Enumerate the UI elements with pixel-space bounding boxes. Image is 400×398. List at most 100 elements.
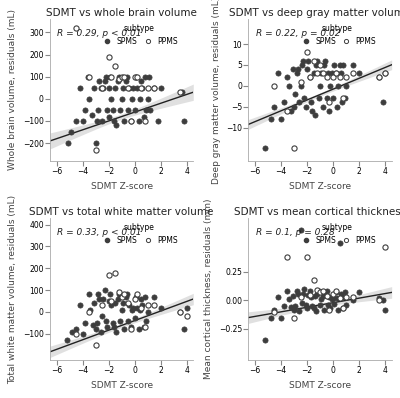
Point <box>382 244 388 250</box>
Point <box>328 70 335 76</box>
Point <box>128 326 134 332</box>
Point <box>321 62 327 68</box>
Point <box>334 103 340 110</box>
Point <box>342 95 348 101</box>
Point <box>309 303 316 309</box>
Point <box>321 306 327 313</box>
Point <box>323 288 330 295</box>
Point <box>290 66 296 72</box>
Point <box>356 289 362 296</box>
Point <box>151 302 157 308</box>
X-axis label: SDMT Z-score: SDMT Z-score <box>289 380 351 390</box>
Point <box>330 95 336 101</box>
Point <box>181 118 187 124</box>
Point <box>134 304 140 311</box>
Point <box>301 95 308 101</box>
Point <box>314 58 321 64</box>
Point <box>296 308 302 314</box>
Point <box>65 140 72 146</box>
Point <box>328 296 335 302</box>
Point <box>118 293 125 300</box>
Point <box>350 297 356 304</box>
Text: R = 0.1, p = 0.28: R = 0.1, p = 0.28 <box>256 228 334 237</box>
Point <box>336 62 343 68</box>
Point <box>382 70 388 76</box>
Title: SDMT vs deep gray matter volume: SDMT vs deep gray matter volume <box>230 8 400 18</box>
Point <box>343 294 349 300</box>
Point <box>317 302 323 308</box>
Point <box>336 295 343 301</box>
Point <box>121 326 128 332</box>
Point <box>103 74 109 80</box>
Point <box>102 287 108 293</box>
Point <box>138 85 144 91</box>
Point <box>121 118 128 124</box>
Point <box>340 305 347 312</box>
Point <box>271 306 278 313</box>
Point <box>278 314 284 321</box>
Point <box>151 85 157 91</box>
Point <box>133 293 139 300</box>
Point <box>305 58 312 64</box>
Point <box>135 326 142 332</box>
Point <box>343 83 349 89</box>
Point <box>316 95 322 101</box>
Point <box>111 118 117 124</box>
X-axis label: SDMT Z-score: SDMT Z-score <box>90 380 153 390</box>
Point <box>130 304 136 311</box>
Point <box>297 78 304 85</box>
Point <box>134 291 140 298</box>
Point <box>262 337 268 343</box>
Point <box>334 295 340 301</box>
Point <box>104 324 110 330</box>
Point <box>158 304 164 311</box>
Point <box>90 322 96 328</box>
Point <box>271 309 278 315</box>
Point <box>100 85 107 91</box>
Point <box>96 78 103 84</box>
Point <box>120 300 126 306</box>
Point <box>144 85 151 91</box>
Point <box>339 294 345 300</box>
Point <box>350 294 356 300</box>
Point <box>379 297 386 304</box>
Point <box>86 309 92 315</box>
Point <box>99 118 105 124</box>
Point <box>376 74 382 81</box>
Text: R = 0.22, p = 0.02: R = 0.22, p = 0.02 <box>256 29 340 38</box>
Point <box>135 118 142 124</box>
Point <box>292 303 298 309</box>
Point <box>114 296 121 302</box>
Point <box>118 74 125 80</box>
Point <box>177 309 184 315</box>
Point <box>116 74 122 80</box>
Point <box>82 320 88 326</box>
Point <box>108 74 114 80</box>
Point <box>275 70 282 76</box>
Point <box>91 300 98 306</box>
Point <box>306 288 313 295</box>
Point <box>327 83 334 89</box>
Point <box>314 287 321 293</box>
Point <box>350 62 356 68</box>
Point <box>336 240 343 246</box>
Point <box>297 294 304 300</box>
Point <box>320 288 326 295</box>
Point <box>116 289 122 295</box>
Point <box>106 54 112 60</box>
Point <box>284 107 291 114</box>
Point <box>299 300 305 306</box>
Point <box>129 96 135 102</box>
Point <box>116 76 122 82</box>
Point <box>308 100 314 106</box>
Point <box>133 74 139 80</box>
Point <box>82 107 88 113</box>
Point <box>137 306 143 313</box>
Point <box>326 294 332 300</box>
Point <box>138 304 144 311</box>
Point <box>142 118 148 124</box>
Point <box>108 298 114 304</box>
Point <box>288 304 294 310</box>
Point <box>142 74 148 80</box>
Point <box>103 318 109 324</box>
